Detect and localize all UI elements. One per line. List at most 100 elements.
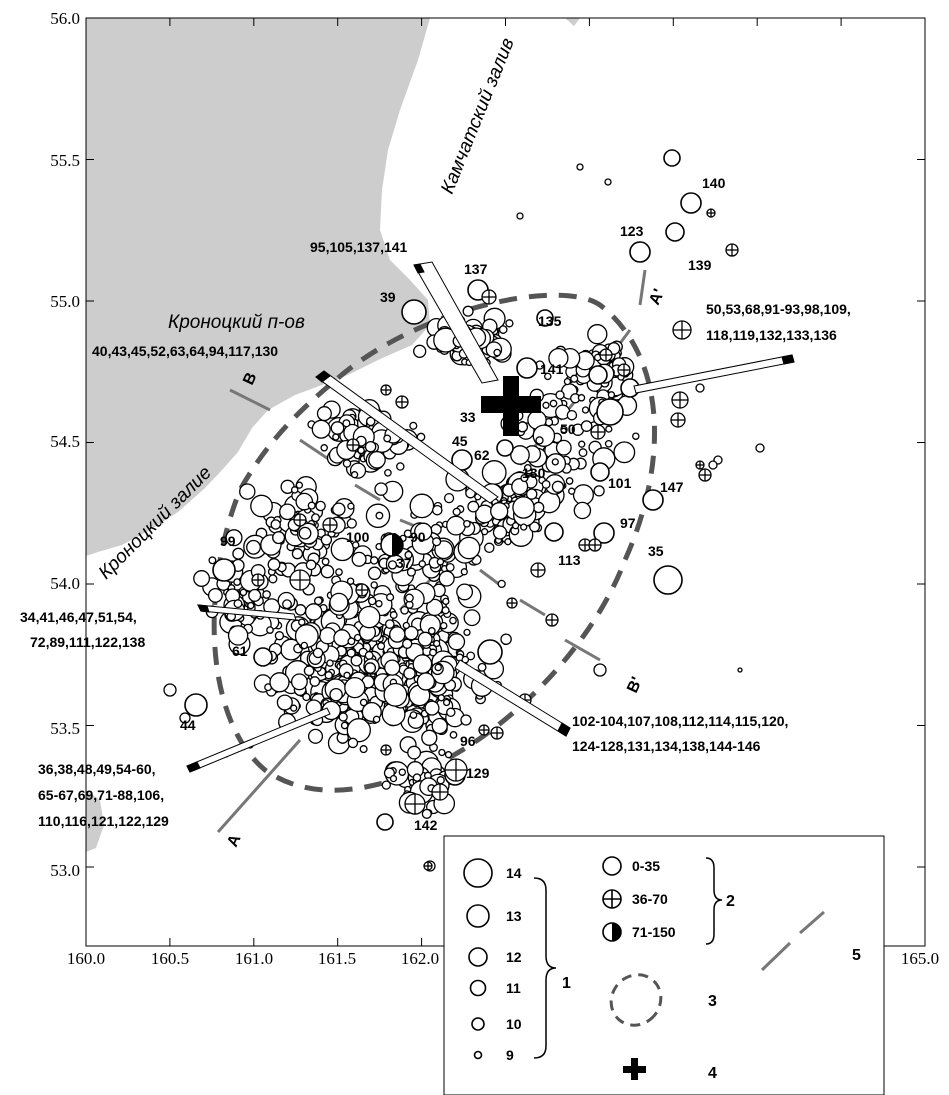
epicenter-circle [389,626,406,643]
epicenter-circle [311,419,331,439]
epicenter-circle [604,178,612,186]
event-label: 137 [464,261,488,277]
event-circle [588,365,608,385]
intermediate-depth-circle [322,517,338,533]
event-label: 90 [410,529,426,545]
epicenter-circle [247,601,255,610]
event-label: 140 [702,175,726,191]
epicenter-circle [338,712,348,722]
group-label: 36,38,48,49,54-60, [38,761,156,777]
y-tick-label: 53.0 [50,861,80,880]
epicenter-circle [576,163,584,171]
legend-depth-shallow [602,856,622,876]
epicenter-circle [344,676,366,699]
epicenter-circle [316,406,332,422]
epicenter-circle [431,717,448,735]
event-label: 123 [620,223,644,239]
epicenter-circle [239,483,256,500]
epicenter-circle [270,519,281,530]
legend: 14 13 12 11 10 9 1 0-35 36-70 71-150 2 3… [443,835,885,1095]
epicenter-circle [520,474,529,483]
epicenter-circle [587,324,608,345]
event-circle [653,565,683,595]
intermediate-depth-circle [490,726,504,740]
epicenter-circle [416,672,436,691]
event-label: 101 [608,475,632,491]
event-label: 97 [620,515,636,531]
intermediate-depth-circle [545,613,559,627]
epicenter-circle [307,728,324,744]
epicenter-circle [291,548,304,560]
epicenter-circle [389,774,398,783]
group-label: 72,89,111,122,138 [30,634,145,650]
epicenter-circle [343,671,351,679]
y-tick-label: 55.5 [50,151,80,170]
event-label: 39 [380,289,396,305]
event-circle [680,192,702,214]
epicenter-circle [294,604,307,616]
y-tick-label: 53.5 [50,719,80,738]
epicenter-circle [332,433,340,441]
epicenter-circle [429,648,437,657]
intermediate-depth-circle [530,562,546,578]
epicenter-circle [193,570,211,587]
profile-label-a-prime: A' [646,287,668,308]
epicenter-circle [523,464,532,472]
legend-depth-label: 71-150 [632,924,676,940]
epicenter-circle [532,501,545,514]
legend-depth-label: 0-35 [632,858,660,874]
strike-lines [186,261,795,773]
event-label: 61 [232,643,248,659]
intermediate-depth-circle [478,724,490,736]
epicenter-circle [493,348,502,357]
x-tick-label: 160.0 [67,949,105,968]
epicenter-circle [551,458,559,466]
epicenter-circle [755,443,765,453]
epicenter-circle [364,662,377,674]
epicenter-circle [570,374,579,383]
intermediate-depth-circle [590,424,606,440]
epicenter-circle [309,676,321,687]
epicenter-circle [467,500,480,513]
legend-group-1-label: 1 [562,975,571,992]
legend-mag-label: 12 [506,949,522,965]
intermediate-depth-circle [293,513,307,527]
epicenter-circle [329,592,349,613]
epicenter-circle [511,478,529,496]
intermediate-depth-circle [670,412,686,428]
epicenter-circle [315,500,326,512]
epicenter-circle [387,560,398,570]
epicenter-circle [512,496,535,519]
epicenter-circle [463,609,481,627]
legend-mag-label: 11 [506,980,521,996]
epicenter-circle [304,603,323,621]
event-circle [516,357,538,379]
epicenter-circle [436,776,445,785]
epicenter-circle [375,511,384,520]
epicenter-circle [525,488,538,500]
epicenter-circle [593,485,605,497]
epicenter-circle [326,659,334,667]
legend-group-2-label: 2 [726,893,735,910]
event-label: 99 [220,533,236,549]
legend-mag-circle [463,858,493,888]
epicenter-circle [498,325,508,334]
group-labels: 95,105,137,141 50,53,68,91-93,98,109, 11… [20,239,851,829]
epicenter-circle [375,599,383,608]
epicenter-circle [497,579,506,589]
profile-label-a: A [224,832,244,850]
strike-line [197,604,297,621]
event-label: 135 [538,313,562,329]
epicenter-circle [303,665,315,677]
land-fleck-top [565,18,580,26]
legend-depth-deep [602,922,622,942]
epicenter-circle [632,432,640,440]
deep-event-37 [380,533,404,557]
epicenter-circle [330,421,345,435]
epicenter-circle [541,479,551,489]
intermediate-depth-circle [671,391,689,409]
event-label: 35 [648,543,664,559]
epicenter-circle [412,773,422,782]
epicenter-circle [402,638,413,649]
epicenter-circle [433,639,441,648]
